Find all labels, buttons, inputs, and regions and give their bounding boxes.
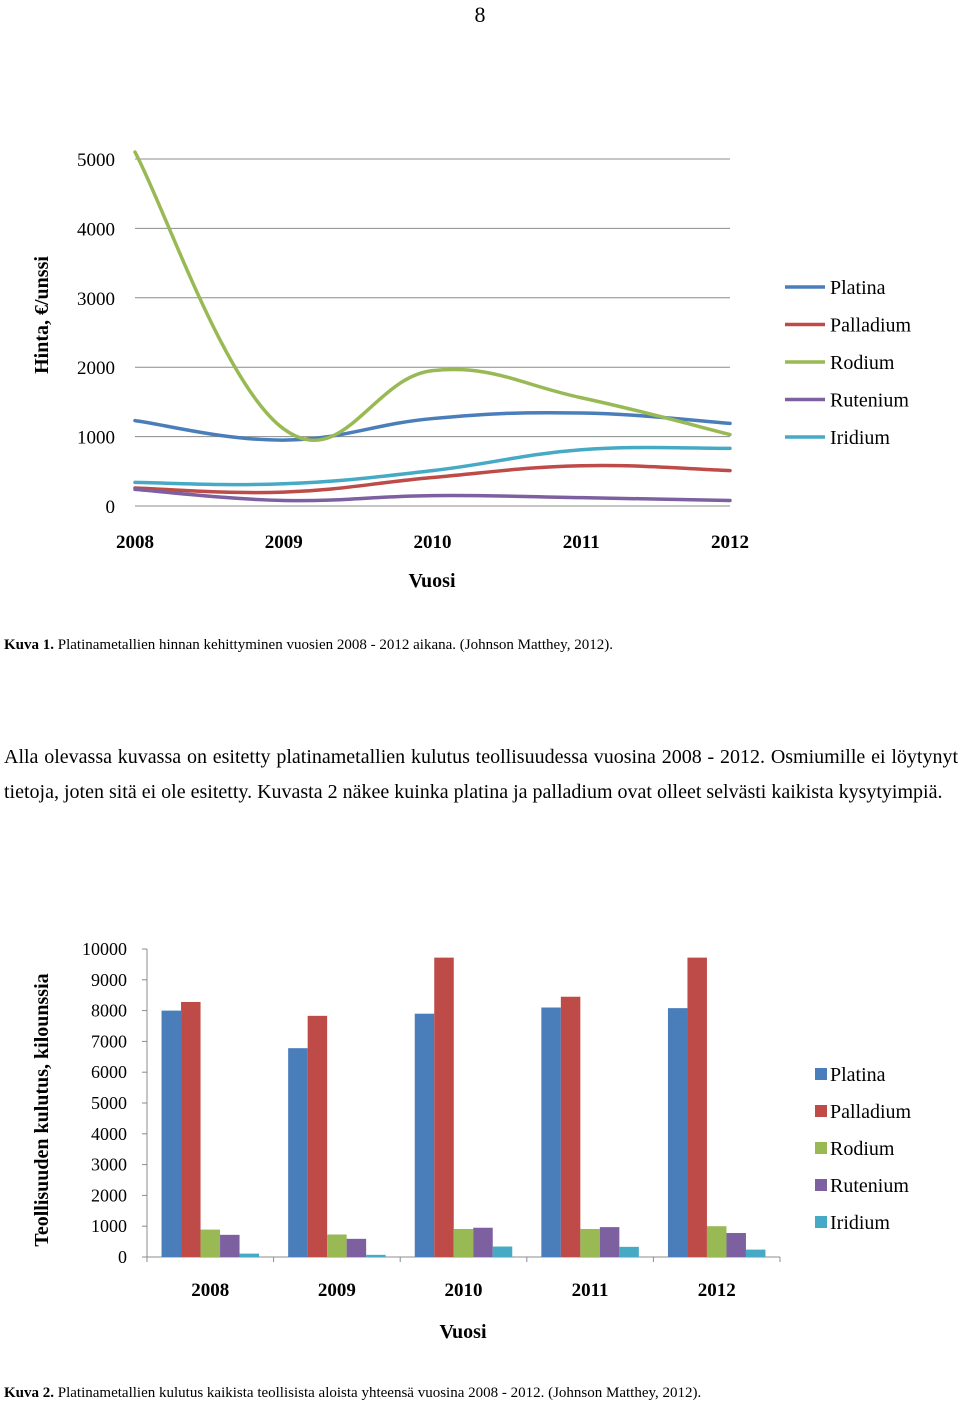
x-tick-label: 2012 [698,1280,736,1301]
y-tick-label: 1000 [91,1216,127,1236]
y-tick-label: 6000 [91,1062,127,1082]
legend-swatch [815,1068,827,1080]
body-paragraph: Alla olevassa kuvassa on esitetty platin… [4,746,958,803]
x-axis-label: Vuosi [439,1321,487,1343]
bar-platina-2009 [288,1048,308,1257]
bar-iridium-2012 [745,1249,766,1257]
caption-text: Platinametallien hinnan kehittyminen vuo… [54,637,613,653]
bar-rodium-2008 [200,1229,221,1257]
bar-platina-2008 [161,1010,182,1257]
bar-chart-consumption: 0 1000 2000 3000 4000 5000 6000 7000 8000 9000 100… [31,939,912,1343]
bar-iridium-2011 [619,1246,639,1257]
series-line-platina [133,410,732,442]
bar-rodium-2009 [327,1234,347,1257]
legend-label: Palladium [830,1101,912,1123]
bar-palladium-2011 [560,996,581,1257]
bar-rutenium-2009 [346,1238,367,1257]
x-axis-label: Vuosi [408,570,456,590]
y-tick-label: 5000 [77,150,115,171]
y-tick-label: 1000 [77,428,115,449]
figure-caption-2: Kuva 2. Platinametallien kulutus kaikist… [4,1385,701,1402]
series-line-rutenium [133,487,732,503]
y-tick-label: 2000 [77,358,115,379]
figure-caption-1: Kuva 1. Platinametallien hinnan kehittym… [4,637,613,654]
y-axis-label: Teollisuuden kulutus, kilounssia [31,973,53,1246]
legend-label: Rutenium [830,390,909,412]
bar-rutenium-2010 [473,1227,493,1257]
bar-rutenium-2008 [220,1234,240,1257]
y-tick-label: 8000 [91,1001,127,1021]
legend-swatch [815,1179,827,1191]
legend-label: Platina [830,277,886,299]
x-tick-label: 2008 [191,1280,229,1301]
bar-rodium-2010 [453,1228,474,1257]
series-line-palladium [133,463,732,495]
page-number: 8 [474,2,486,27]
y-tick-label: 4000 [77,219,115,240]
y-tick-label: 7000 [91,1031,127,1051]
legend-label: Palladium [830,315,912,337]
y-axis-label: Hinta, €/unssi [31,256,53,374]
y-tick-label: 4000 [91,1124,127,1144]
x-tick-label: 2011 [563,532,600,553]
y-tick-label: 2000 [91,1185,127,1205]
legend-swatch [815,1216,827,1228]
line-chart-prices: 0 1000 2000 3000 4000 5000 2008 2009 2010 2011 201… [31,150,912,590]
y-tick-label: 10000 [82,939,127,959]
bar-iridium-2009 [366,1254,386,1257]
legend-swatch [815,1105,827,1117]
bar-rutenium-2012 [726,1232,746,1257]
bar-platina-2012 [667,1008,688,1257]
x-tick-label: 2008 [116,532,154,553]
x-tick-label: 2010 [445,1280,483,1301]
x-tick-label: 2009 [265,532,303,553]
y-tick-label: 9000 [91,970,127,990]
legend-swatch [815,1142,827,1154]
bar-platina-2011 [541,1007,561,1257]
legend-label: Iridium [830,427,890,449]
x-tick-label: 2012 [711,532,749,553]
bar-palladium-2009 [307,1015,328,1257]
bar-iridium-2008 [239,1253,260,1257]
bar-rodium-2011 [580,1228,600,1257]
bar-palladium-2012 [687,957,707,1257]
bar-rodium-2012 [706,1226,727,1257]
x-tick-label: 2010 [414,532,452,553]
y-tick-label: 5000 [91,1093,127,1113]
bar-rutenium-2011 [599,1227,620,1257]
legend-label: Rodium [830,352,895,374]
bar-platina-2010 [414,1013,435,1257]
y-tick-label: 0 [106,497,116,518]
bar-iridium-2010 [492,1246,513,1257]
y-tick-label: 3000 [91,1155,127,1175]
x-tick-label: 2009 [318,1280,356,1301]
caption-label: Kuva 2. [4,1385,55,1401]
x-tick-label: 2011 [572,1280,609,1301]
y-tick-label: 0 [118,1247,127,1267]
bar-palladium-2008 [181,1001,201,1257]
legend-label: Rodium [830,1138,895,1160]
caption-label: Kuva 1. [4,637,55,653]
legend-label: Rutenium [830,1175,909,1197]
bar-palladium-2010 [434,957,454,1257]
series-line-iridium [133,445,732,487]
series-line-rodium [133,150,732,443]
caption-text: Platinametallien kulutus kaikista teolli… [54,1385,702,1401]
legend-label: Platina [830,1064,886,1086]
y-tick-label: 3000 [77,289,115,310]
legend-label: Iridium [830,1212,890,1234]
